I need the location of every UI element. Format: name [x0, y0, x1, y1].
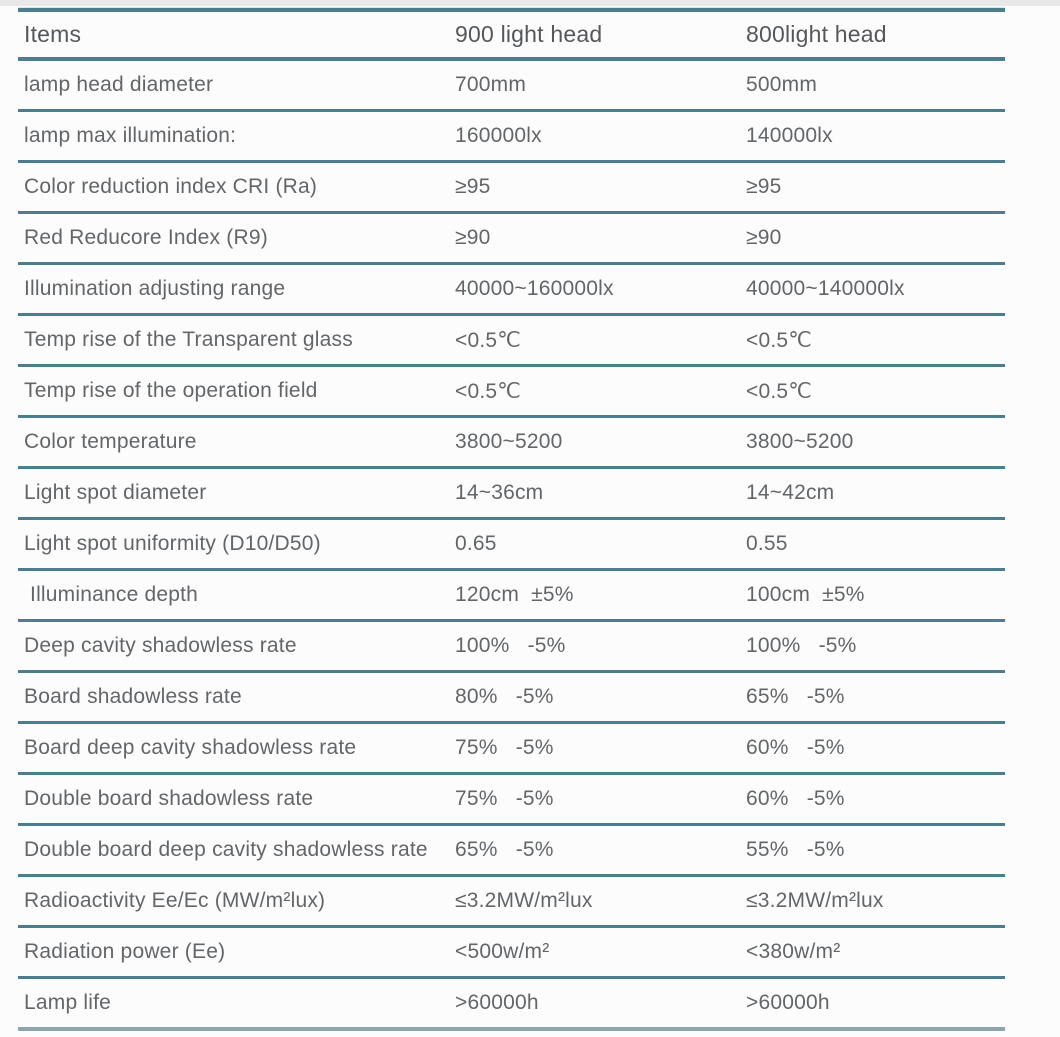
- value-800-light-head: 40000~140000lx: [746, 277, 905, 300]
- value-800-light-head: <0.5℃: [746, 328, 813, 352]
- value-900-light-head: >60000h: [455, 991, 539, 1014]
- value-900-light-head: 65% -5%: [455, 838, 554, 861]
- item-label: lamp head diameter: [24, 73, 214, 96]
- value-900-light-head: ≤3.2MW/m²lux: [455, 889, 593, 912]
- value-800-light-head: >60000h: [746, 991, 830, 1014]
- value-800-light-head: 65% -5%: [746, 685, 845, 708]
- value-900-light-head: 100% -5%: [455, 634, 566, 657]
- table-row: Radiation power (Ee) <500w/m² <380w/m²: [18, 928, 1005, 979]
- table-row: Temp rise of the operation field <0.5℃ <…: [18, 367, 1005, 418]
- table-row: lamp head diameter 700mm 500mm: [18, 61, 1005, 112]
- value-900-light-head: 160000lx: [455, 124, 542, 147]
- value-900-light-head: 14~36cm: [455, 481, 544, 504]
- value-900-light-head: 700mm: [455, 73, 527, 96]
- table-header-row: Items 900 light head 800light head: [18, 12, 1005, 61]
- value-900-light-head: 75% -5%: [455, 736, 554, 759]
- value-800-light-head: 0.55: [746, 532, 788, 555]
- value-900-light-head: <0.5℃: [455, 328, 522, 352]
- table-row: Temp rise of the Transparent glass <0.5℃…: [18, 316, 1005, 367]
- value-800-light-head: 60% -5%: [746, 736, 845, 759]
- item-label: Illumination adjusting range: [24, 277, 286, 300]
- table-row: Lamp life >60000h >60000h: [18, 979, 1005, 1031]
- header-items: Items: [24, 21, 82, 47]
- value-900-light-head: 75% -5%: [455, 787, 554, 810]
- value-800-light-head: <380w/m²: [746, 940, 841, 963]
- item-label: Light spot diameter: [24, 481, 207, 504]
- table-row: Color reduction index CRI (Ra) ≥95 ≥95: [18, 163, 1005, 214]
- header-900-light-head: 900 light head: [455, 21, 603, 47]
- table-row: Illumination adjusting range 40000~16000…: [18, 265, 1005, 316]
- table-row: Color temperature 3800~5200 3800~5200: [18, 418, 1005, 469]
- value-900-light-head: <0.5℃: [455, 379, 522, 403]
- value-900-light-head: 80% -5%: [455, 685, 554, 708]
- value-800-light-head: 60% -5%: [746, 787, 845, 810]
- item-label: Temp rise of the operation field: [24, 379, 318, 402]
- item-label: lamp max illumination:: [24, 124, 237, 147]
- item-label: Double board shadowless rate: [24, 787, 314, 810]
- table-row: Light spot uniformity (D10/D50) 0.65 0.5…: [18, 520, 1005, 571]
- table-row: Red Reducore Index (R9) ≥90 ≥90: [18, 214, 1005, 265]
- table-row: Double board shadowless rate 75% -5% 60%…: [18, 775, 1005, 826]
- value-900-light-head: ≥90: [455, 226, 491, 249]
- item-label: Color temperature: [24, 430, 197, 453]
- value-800-light-head: 14~42cm: [746, 481, 835, 504]
- table-row: Board shadowless rate 80% -5% 65% -5%: [18, 673, 1005, 724]
- item-label: Radiation power (Ee): [24, 940, 226, 963]
- table-row: Deep cavity shadowless rate 100% -5% 100…: [18, 622, 1005, 673]
- value-800-light-head: 100% -5%: [746, 634, 857, 657]
- value-900-light-head: 40000~160000lx: [455, 277, 614, 300]
- table-body: lamp head diameter 700mm 500mm lamp max …: [18, 61, 1005, 1031]
- item-label: Temp rise of the Transparent glass: [24, 328, 353, 351]
- value-800-light-head: ≥95: [746, 175, 782, 198]
- value-900-light-head: ≥95: [455, 175, 491, 198]
- table-row: Radioactivity Ee/Ec (MW/m²lux) ≤3.2MW/m²…: [18, 877, 1005, 928]
- value-800-light-head: ≥90: [746, 226, 782, 249]
- table-row: Illuminance depth 120cm ±5% 100cm ±5%: [18, 571, 1005, 622]
- item-label: Double board deep cavity shadowless rate: [24, 838, 428, 861]
- item-label: Light spot uniformity (D10/D50): [24, 532, 321, 555]
- top-edge-strip: [0, 0, 1060, 6]
- header-800-light-head: 800light head: [746, 21, 887, 47]
- item-label: Red Reducore Index (R9): [24, 226, 268, 249]
- item-label: Lamp life: [24, 991, 112, 1014]
- item-label: Board shadowless rate: [24, 685, 242, 708]
- value-900-light-head: 120cm ±5%: [455, 583, 574, 606]
- item-label: Deep cavity shadowless rate: [24, 634, 297, 657]
- table-row: Double board deep cavity shadowless rate…: [18, 826, 1005, 877]
- value-800-light-head: 100cm ±5%: [746, 583, 865, 606]
- value-800-light-head: <0.5℃: [746, 379, 813, 403]
- item-label: Radioactivity Ee/Ec (MW/m²lux): [24, 889, 326, 912]
- specification-table: Items 900 light head 800light head lamp …: [18, 8, 1005, 1031]
- value-900-light-head: 3800~5200: [455, 430, 563, 453]
- value-900-light-head: 0.65: [455, 532, 497, 555]
- item-label: Illuminance depth: [24, 583, 199, 606]
- item-label: Board deep cavity shadowless rate: [24, 736, 357, 759]
- value-800-light-head: ≤3.2MW/m²lux: [746, 889, 884, 912]
- table-row: Board deep cavity shadowless rate 75% -5…: [18, 724, 1005, 775]
- table-row: lamp max illumination: 160000lx 140000lx: [18, 112, 1005, 163]
- item-label: Color reduction index CRI (Ra): [24, 175, 318, 198]
- value-900-light-head: <500w/m²: [455, 940, 550, 963]
- value-800-light-head: 140000lx: [746, 124, 833, 147]
- value-800-light-head: 3800~5200: [746, 430, 854, 453]
- table-row: Light spot diameter 14~36cm 14~42cm: [18, 469, 1005, 520]
- value-800-light-head: 500mm: [746, 73, 818, 96]
- value-800-light-head: 55% -5%: [746, 838, 845, 861]
